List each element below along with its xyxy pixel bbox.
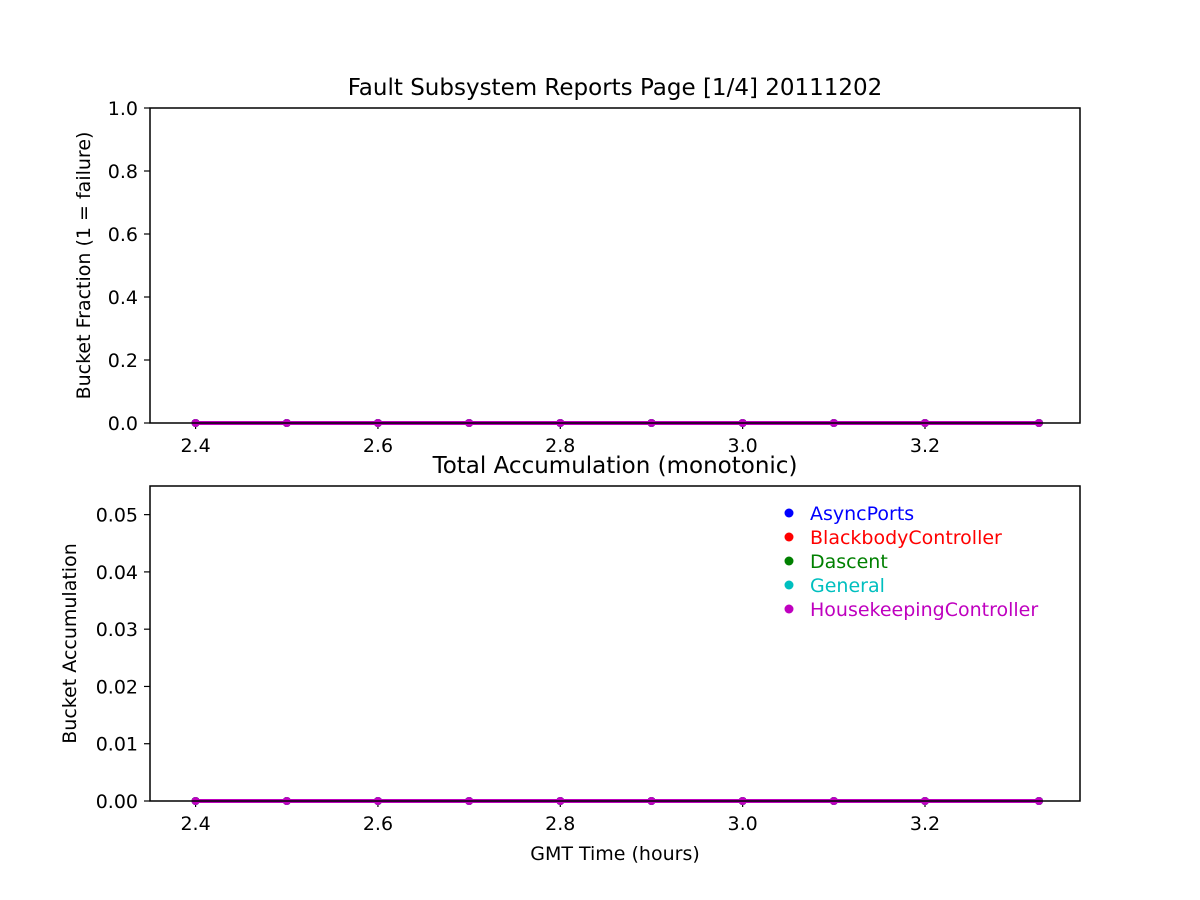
legend: AsyncPortsBlackbodyControllerDascentGene… (784, 503, 1038, 621)
y-tick-label: 0.03 (96, 619, 138, 641)
legend-label: AsyncPorts (810, 503, 914, 525)
y-tick-label: 0.01 (96, 734, 138, 756)
y-axis-label: Bucket Fraction (1 = failure) (73, 132, 95, 400)
x-tick-label: 2.6 (363, 813, 393, 835)
legend-marker (784, 508, 794, 518)
bottom-panel: Total Accumulation (monotonic) 2.4 2.6 2.8 3… (59, 453, 1081, 865)
legend-label: BlackbodyController (810, 527, 1002, 549)
y-tick-label: 1.0 (108, 98, 138, 120)
legend-marker (784, 556, 794, 566)
legend-label: Dascent (810, 551, 888, 573)
chart-title: Fault Subsystem Reports Page [1/4] 20111… (348, 75, 883, 101)
legend-label: General (810, 575, 885, 597)
legend-marker (784, 532, 794, 542)
y-tick-label: 0.00 (96, 791, 138, 813)
y-tick-label: 0.4 (108, 287, 138, 309)
x-tick-label: 3.0 (728, 813, 758, 835)
y-tick-label: 0.0 (108, 413, 138, 435)
legend-marker (784, 604, 794, 614)
y-tick-label: 0.02 (96, 676, 138, 698)
y-axis-label: Bucket Accumulation (59, 543, 81, 744)
x-tick-label: 2.8 (545, 435, 575, 457)
x-tick-label: 3.2 (910, 813, 940, 835)
x-tick-label: 2.4 (180, 813, 210, 835)
x-axis-label: GMT Time (hours) (530, 843, 700, 865)
y-tick-label: 0.05 (96, 505, 138, 527)
plot-frame (149, 485, 1081, 802)
legend-marker (784, 580, 794, 590)
legend-label: HousekeepingController (810, 599, 1038, 621)
y-tick-label: 0.2 (108, 350, 138, 372)
y-tick-label: 0.8 (108, 161, 138, 183)
x-tick-label: 2.8 (545, 813, 575, 835)
x-tick-label: 3.0 (728, 435, 758, 457)
x-tick-label: 2.6 (363, 435, 393, 457)
y-tick-label: 0.04 (96, 562, 138, 584)
x-tick-label: 3.2 (910, 435, 940, 457)
x-tick-label: 2.4 (180, 435, 210, 457)
top-panel: Fault Subsystem Reports Page [1/4] 20111… (73, 75, 1081, 457)
plot-frame (149, 107, 1081, 424)
chart-title: Total Accumulation (monotonic) (432, 453, 798, 479)
y-tick-label: 0.6 (108, 224, 138, 246)
